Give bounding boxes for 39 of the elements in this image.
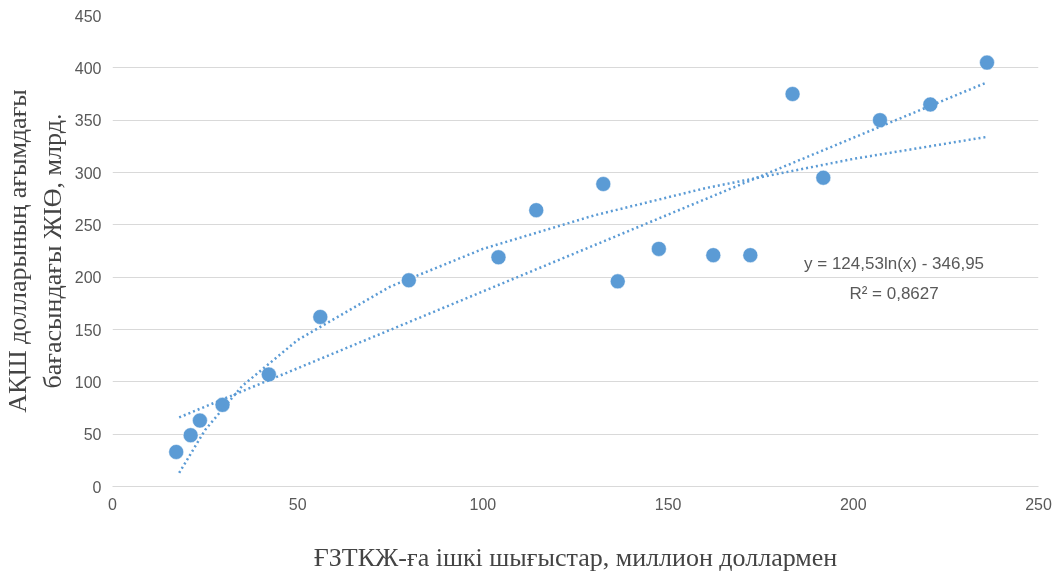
annotation: y = 124,53ln(x) - 346,95 [804,253,985,273]
point [261,366,277,383]
y-tick-label: 400 [74,59,102,77]
y-tick-label: 450 [74,7,102,25]
y-tick-label: 100 [74,373,102,391]
point [742,247,759,263]
point [401,272,417,289]
point [979,54,995,71]
point [705,247,722,263]
x-tick-label: 200 [839,495,867,513]
x-tick-label: 250 [1025,495,1052,513]
y-tick-label: 200 [74,269,102,287]
point [815,170,832,186]
point [784,86,801,102]
point [651,241,667,257]
point [490,249,507,266]
y-tick-label: 300 [74,164,102,182]
y-axis-title: АҚШ долларының ағымдағы бағасындағы ЖІӨ, млрд. [3,89,67,413]
y-tick-label: 50 [83,426,102,444]
y-tick-label: 0 [92,478,102,496]
y-tick-label: 350 [74,112,102,130]
point [528,202,544,218]
x-tick-label: 0 [108,495,118,513]
y-tick-label: 150 [74,321,102,339]
point [872,112,888,128]
point [595,176,612,192]
point [609,273,626,290]
point [214,397,231,413]
x-tick-label: 100 [469,495,497,513]
x-axis-title: ҒЗТКЖ-ға ішкі шығыстар, миллион доллармен [313,542,838,572]
y-tick-label: 250 [74,216,102,234]
x-tick-label: 150 [654,495,682,513]
point [192,412,208,429]
x-tick-label: 50 [288,495,307,513]
point [168,444,184,460]
annotation: R² = 0,8627 [849,284,939,304]
point [312,309,329,325]
point [182,427,199,443]
point [922,96,939,113]
